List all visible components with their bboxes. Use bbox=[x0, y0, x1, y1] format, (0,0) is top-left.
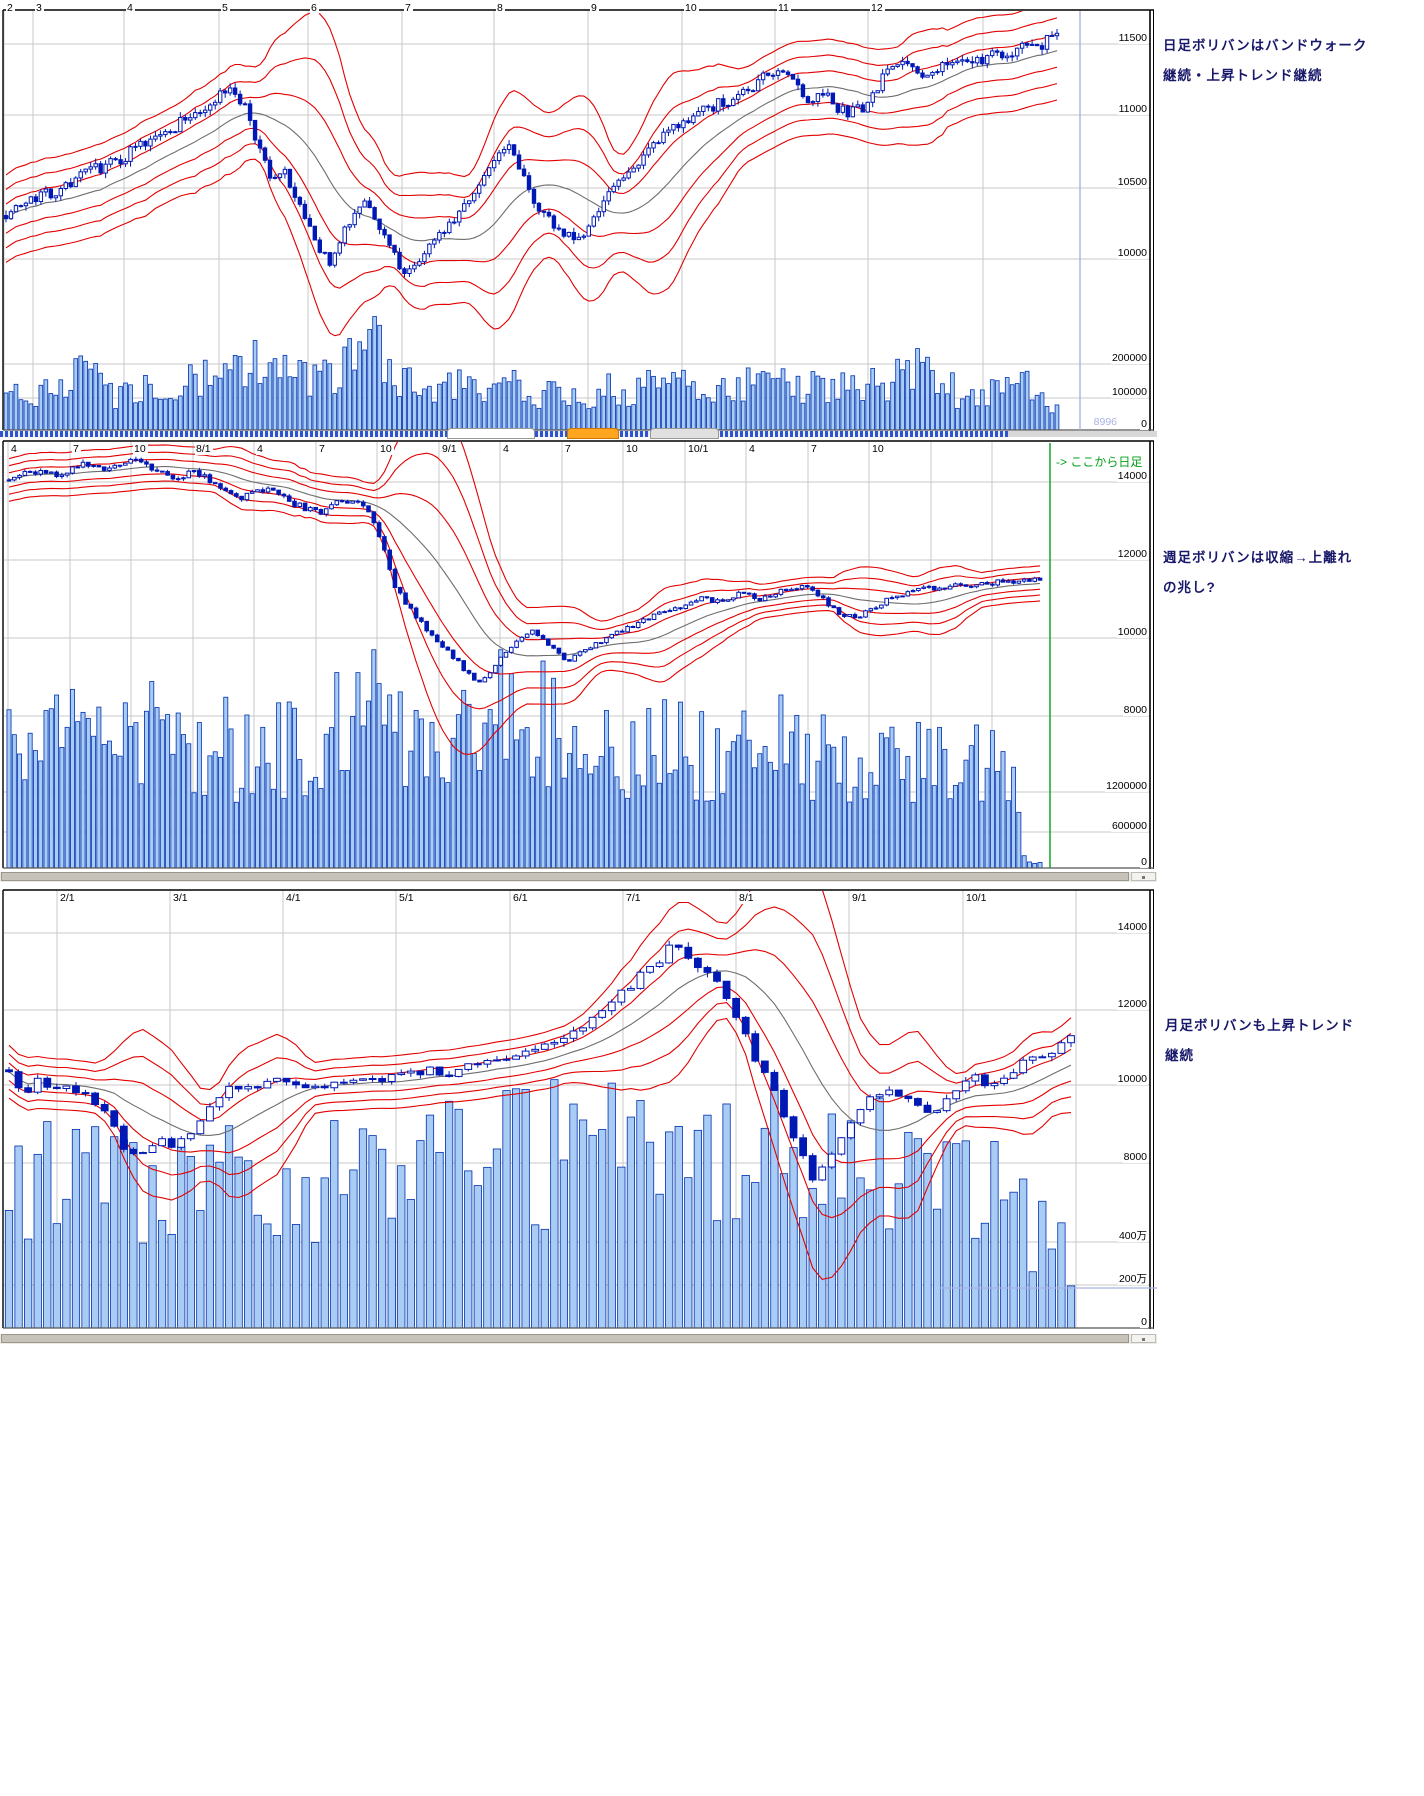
x-axis-label-daily: 5 bbox=[221, 2, 230, 14]
candles bbox=[4, 28, 1060, 278]
y-axis-label-weekly: 0 bbox=[1140, 856, 1148, 868]
x-axis-label-weekly: 10 bbox=[133, 443, 148, 455]
monthly-annotation-line1: 月足ボリバンも上昇トレンド bbox=[1165, 1018, 1355, 1033]
y-axis-label-daily: 11500 bbox=[1117, 32, 1148, 44]
x-axis-label-monthly: 4/1 bbox=[285, 892, 303, 904]
data-layer-weekly bbox=[6, 442, 1043, 868]
chart-weekly bbox=[2, 440, 1154, 869]
y-axis-label-weekly: 12000 bbox=[1116, 548, 1148, 560]
hidden-tab-orange[interactable] bbox=[567, 428, 619, 439]
x-axis-label-monthly: 6/1 bbox=[512, 892, 530, 904]
x-axis-label-monthly: 10/1 bbox=[965, 892, 989, 904]
y-axis-label-monthly: 0 bbox=[1140, 1316, 1148, 1328]
x-axis-label-daily: 10 bbox=[684, 2, 699, 14]
volume-bars bbox=[6, 649, 1043, 868]
y-axis-label-daily: 100000 bbox=[1110, 386, 1148, 398]
candles bbox=[5, 940, 1075, 1183]
bollinger-bands bbox=[5, 11, 1058, 337]
bollinger-bands bbox=[8, 442, 1041, 755]
x-axis-label-weekly: 7 bbox=[564, 443, 573, 455]
daily-annotation-line1: 日足ボリバンはバンドウォーク bbox=[1163, 38, 1368, 53]
x-axis-label-weekly: 10 bbox=[625, 443, 640, 455]
x-axis-label-daily: 12 bbox=[870, 2, 885, 14]
candles bbox=[6, 456, 1043, 683]
y-axis-label-daily: 10000 bbox=[1116, 247, 1148, 259]
y-axis-label-weekly: 8000 bbox=[1122, 704, 1148, 716]
weekly-annotation-line2: の兆し? bbox=[1163, 580, 1216, 595]
x-axis-label-daily: 3 bbox=[35, 2, 44, 14]
chart-monthly bbox=[2, 889, 1157, 1329]
monthly-hscrollbar-thumb[interactable] bbox=[1, 1334, 1129, 1343]
x-axis-label-weekly: 8/1 bbox=[195, 443, 213, 455]
y-axis-label-daily: 10500 bbox=[1116, 176, 1148, 188]
weekly-hscrollbar-thumb[interactable] bbox=[1, 872, 1129, 881]
x-axis-label-weekly: 7 bbox=[810, 443, 819, 455]
y-axis-label-monthly: 14000 bbox=[1116, 921, 1148, 933]
y-axis-label-daily: 0 bbox=[1140, 418, 1148, 430]
x-axis-label-daily: 9 bbox=[590, 2, 599, 14]
x-axis-label-monthly: 2/1 bbox=[59, 892, 77, 904]
volume-bars bbox=[4, 1079, 1076, 1328]
y-axis-label-weekly: 600000 bbox=[1110, 820, 1148, 832]
x-axis-label-weekly: 9/1 bbox=[441, 443, 459, 455]
weekly-hscrollbar-button[interactable] bbox=[1131, 872, 1156, 881]
x-axis-label-monthly: 8/1 bbox=[738, 892, 756, 904]
x-axis-label-daily: 11 bbox=[777, 2, 791, 14]
daily-annotation-line2: 継続・上昇トレンド継続 bbox=[1163, 68, 1323, 83]
monthly-hscrollbar[interactable] bbox=[0, 1334, 1157, 1344]
x-axis-label-monthly: 9/1 bbox=[851, 892, 869, 904]
volume-bars bbox=[4, 316, 1060, 430]
y-axis-label-monthly: 8000 bbox=[1122, 1151, 1148, 1163]
y-axis-label-monthly: 10000 bbox=[1116, 1073, 1148, 1085]
x-axis-label-weekly: 7 bbox=[72, 443, 81, 455]
weekly-hscrollbar[interactable] bbox=[0, 872, 1157, 882]
x-axis-label-weekly: 10 bbox=[379, 443, 394, 455]
x-axis-label-weekly: 4 bbox=[502, 443, 511, 455]
x-axis-label-daily: 6 bbox=[310, 2, 319, 14]
chart-frame bbox=[2, 9, 1154, 431]
x-axis-label-weekly: 10 bbox=[871, 443, 886, 455]
daily-start-marker-label: -> ここから日足 bbox=[1056, 455, 1143, 469]
y-axis-label-weekly: 1200000 bbox=[1105, 780, 1148, 792]
monthly-hscrollbar-button[interactable] bbox=[1131, 1334, 1156, 1343]
y-axis-label-daily: 200000 bbox=[1110, 352, 1148, 364]
chart-frame bbox=[2, 889, 1154, 1329]
data-layer-daily bbox=[4, 11, 1060, 430]
x-axis-label-monthly: 5/1 bbox=[398, 892, 416, 904]
x-axis-label-daily: 4 bbox=[126, 2, 135, 14]
y-axis-label-monthly: 12000 bbox=[1116, 998, 1148, 1010]
x-axis-label-daily: 8 bbox=[496, 2, 505, 14]
y-axis-label-weekly: 14000 bbox=[1116, 470, 1148, 482]
x-axis-label-daily: 7 bbox=[404, 2, 413, 14]
strip-scroll-track[interactable] bbox=[1008, 431, 1157, 437]
monthly-annotation-line2: 継続 bbox=[1165, 1048, 1194, 1063]
y-axis-label-monthly: 400万 bbox=[1117, 1230, 1148, 1242]
x-axis-label-weekly: 7 bbox=[318, 443, 327, 455]
y-axis-label-monthly: 200万 bbox=[1117, 1273, 1148, 1285]
x-axis-label-weekly: 4 bbox=[256, 443, 265, 455]
x-axis-label-weekly: 4 bbox=[748, 443, 757, 455]
x-axis-label-monthly: 7/1 bbox=[625, 892, 643, 904]
hidden-tab-gray[interactable] bbox=[650, 428, 719, 439]
chart-frame bbox=[2, 440, 1154, 869]
hidden-tab-white[interactable] bbox=[447, 428, 535, 439]
gridlines bbox=[3, 11, 1150, 430]
weekly-annotation-line1: 週足ボリバンは収縮→上離れ bbox=[1163, 550, 1353, 565]
bollinger-bands bbox=[8, 891, 1072, 1281]
last-volume-value: 8996 bbox=[1093, 416, 1117, 428]
x-axis-label-monthly: 3/1 bbox=[172, 892, 190, 904]
x-axis-label-weekly: 4 bbox=[10, 443, 19, 455]
y-axis-label-daily: 11000 bbox=[1117, 103, 1148, 115]
x-axis-label-daily: 2 bbox=[6, 2, 15, 14]
data-layer-monthly bbox=[4, 891, 1076, 1328]
chart-daily bbox=[2, 9, 1154, 431]
y-axis-label-weekly: 10000 bbox=[1116, 626, 1148, 638]
x-axis-label-weekly: 10/1 bbox=[687, 443, 711, 455]
